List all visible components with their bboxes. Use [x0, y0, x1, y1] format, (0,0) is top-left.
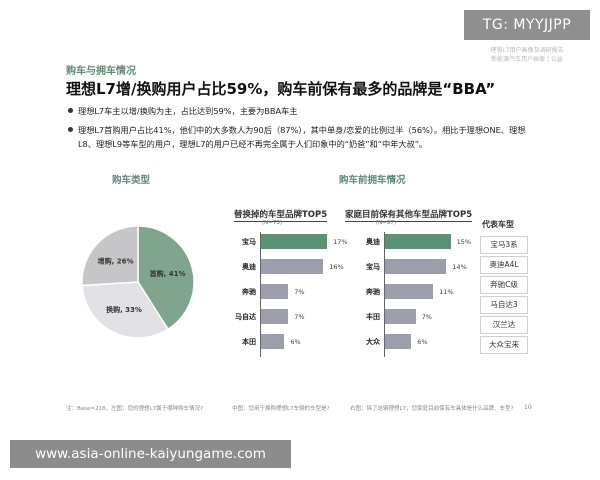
pie-slice-label: 增购, 26%: [98, 256, 134, 265]
household-brand-bar: [385, 259, 447, 274]
replaced-brand-category-label: 奥迪: [242, 263, 256, 271]
replaced-brand-category-label: 奔驰: [242, 288, 256, 296]
replaced-brand-bar: [261, 334, 285, 349]
household-brand-axis-line: [384, 232, 385, 357]
replaced-brand-category-label: 马自达: [235, 313, 256, 321]
household-brand-value-label: 14%: [452, 263, 467, 271]
household-brand-bar: [385, 309, 416, 324]
page-number: 10: [524, 404, 532, 411]
replaced-brand-value-label: 16%: [329, 263, 344, 271]
telegram-watermark: TG: MYYJJPP: [464, 10, 590, 40]
representative-model-item: 大众宝来: [480, 336, 528, 354]
household-brand-value-label: 7%: [421, 313, 432, 321]
pie-slice: [81, 225, 139, 287]
representative-models-title: 代表车型: [482, 220, 514, 229]
household-brands-n: (N=97): [376, 220, 397, 226]
page-title: 理想L7增/换购用户占比59%，购车前保有最多的品牌是“BBA”: [66, 80, 496, 98]
representative-model-item: 宝马3系: [480, 236, 528, 254]
replaced-brands-title: 替换掉的车型品牌TOP5: [234, 210, 328, 222]
footnote: 右图：除了这辆理想L7，您家庭目前保有车具体是什么品牌、车型?: [350, 406, 514, 412]
household-brand-bar: [385, 284, 434, 299]
household-brand-value-label: 15%: [456, 238, 472, 246]
purchase-type-pie-chart: 首购, 41% 换购, 33% 增购, 26%: [78, 222, 198, 342]
representative-model-item: 奥迪A4L: [480, 256, 528, 274]
brand-line: 理想L7用户画像及调研报告: [490, 47, 564, 54]
replaced-brands-bar-chart: 宝马 17% 奥迪 16% 奔驰 7% 马自达 7% 本田 6%: [226, 232, 348, 357]
bullet-text: 理想L7车主以增/换购为主，占比达到59%，主要为BBA车主: [78, 106, 298, 116]
bullet-dot: [68, 108, 73, 113]
representative-model-item: 马自达3: [480, 296, 528, 314]
pie-slice-label: 换购, 33%: [106, 305, 142, 314]
household-brand-category-label: 大众: [366, 338, 380, 346]
household-brand-bar: [385, 334, 412, 349]
household-brand-value-label: 6%: [417, 338, 428, 346]
household-brand-value-label: 11%: [439, 288, 454, 296]
replaced-brand-category-label: 宝马: [242, 238, 256, 246]
replaced-brand-value-label: 17%: [333, 238, 348, 246]
household-brand-category-label: 奥迪: [366, 238, 380, 246]
replaced-brand-bar: [261, 259, 324, 274]
bullet-text: 理想L7首购用户占比41%，他们中的大多数人为90后（87%），其中单身/恋爱的…: [78, 125, 526, 149]
section-label: 购车与拥车情况: [66, 66, 136, 77]
bullet-item: 理想L7首购用户占比41%，他们中的大多数人为90后（87%），其中单身/恋爱的…: [68, 123, 538, 151]
replaced-brands-n: (N=73): [262, 220, 283, 226]
household-brands-bar-chart: 奥迪 15% 宝马 14% 奔驰 11% 丰田 7% 大众 6%: [350, 232, 472, 357]
brand-header: 理想L7用户画像及调研报告 新能源汽车用户画像 | 公益: [468, 46, 586, 64]
representative-model-item: 奔驰C级: [480, 276, 528, 294]
replaced-brand-value-label: 7%: [294, 288, 305, 296]
replaced-brand-value-label: 6%: [290, 338, 301, 346]
bullet-dot: [68, 127, 73, 132]
replaced-brand-bar: [261, 234, 328, 249]
replaced-brand-value-label: 7%: [294, 313, 305, 321]
bullet-item: 理想L7车主以增/换购为主，占比达到59%，主要为BBA车主: [68, 104, 528, 118]
replaced-brand-axis-line: [260, 232, 261, 357]
pre-purchase-title: 购车前拥车情况: [339, 175, 406, 186]
pie-slice-label: 首购, 41%: [150, 269, 186, 278]
replaced-brand-bar: [261, 309, 289, 324]
household-brand-category-label: 宝马: [366, 263, 380, 271]
replaced-brand-bar: [261, 284, 289, 299]
representative-model-item: 汉兰达: [480, 316, 528, 334]
site-watermark: www.asia-online-kaiyungame.com: [10, 440, 291, 468]
household-brand-category-label: 丰田: [366, 313, 380, 321]
household-brand-category-label: 奔驰: [366, 288, 380, 296]
pie-svg: 首购, 41% 换购, 33% 增购, 26%: [81, 225, 195, 339]
pie-slice: [81, 281, 170, 339]
purchase-type-title: 购车类型: [112, 175, 151, 186]
household-brand-bar: [385, 234, 451, 249]
brand-line: 新能源汽车用户画像 | 公益: [491, 56, 563, 63]
household-brands-title: 家庭目前保有其他车型品牌TOP5: [345, 210, 473, 222]
footnote: 中图：您用于换购理想L7车辆的车型是?: [232, 406, 330, 412]
replaced-brand-category-label: 本田: [242, 338, 256, 346]
footnote: 注：Base=218，左图：您的理想L7属于哪种购车情况?: [66, 406, 203, 412]
